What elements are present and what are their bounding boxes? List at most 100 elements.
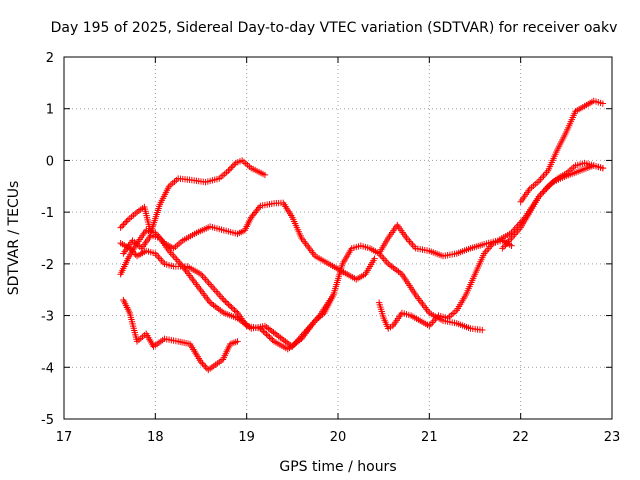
data-point: [211, 286, 218, 293]
data-point: [222, 298, 229, 305]
data-point: [206, 281, 214, 288]
data-point: [487, 243, 494, 250]
data-point: [226, 302, 234, 310]
data-point: [380, 255, 387, 262]
data-point: [202, 363, 209, 370]
data-point: [253, 207, 260, 215]
x-tick-label: 19: [238, 430, 255, 445]
y-tick-label: -4: [41, 361, 54, 376]
data-point: [266, 333, 273, 341]
data-point: [255, 204, 263, 211]
data-point: [130, 249, 138, 257]
data-point: [229, 305, 237, 312]
data-point: [512, 229, 520, 237]
data-point: [254, 205, 261, 213]
data-point: [117, 224, 124, 231]
data-point: [200, 362, 208, 369]
data-point: [508, 242, 515, 249]
data-point: [156, 255, 164, 262]
data-point: [226, 166, 234, 173]
x-tick-label: 17: [56, 430, 73, 445]
data-point: [208, 283, 215, 290]
data-point: [261, 171, 269, 179]
data-point: [231, 161, 238, 168]
data-point: [404, 236, 412, 243]
axis-ticks: 17 18 19 20 21 22 23 -5 -4 -3 -2 -1 0 1 2: [41, 51, 620, 445]
data-point: [514, 227, 521, 235]
data-point: [483, 246, 491, 254]
data-point: [199, 272, 206, 280]
data-point: [202, 276, 209, 283]
series-track-f: [375, 237, 515, 332]
data-point: [120, 221, 127, 228]
data-point: [511, 231, 518, 238]
data-point: [258, 326, 266, 334]
data-point: [409, 241, 416, 249]
data-point: [264, 332, 272, 339]
data-point: [197, 358, 205, 366]
data-point: [599, 100, 607, 107]
data-point: [209, 284, 217, 292]
data-point: [171, 254, 179, 262]
data-point: [170, 252, 177, 260]
data-points: [117, 97, 607, 374]
plot-frame: [63, 56, 613, 420]
series-track-a: [117, 157, 269, 237]
y-tick-label: 1: [46, 103, 54, 118]
data-point: [203, 277, 211, 285]
data-point: [427, 320, 435, 328]
y-tick-label: 2: [46, 51, 54, 66]
data-point: [213, 288, 220, 295]
series-track-h: [517, 97, 607, 205]
data-point: [176, 259, 183, 267]
data-point: [267, 335, 275, 342]
data-point: [232, 308, 240, 315]
series-track-g: [375, 162, 607, 260]
data-point: [231, 306, 238, 314]
data-point: [229, 162, 236, 170]
data-point: [225, 301, 232, 308]
data-point: [249, 212, 256, 219]
data-point: [118, 222, 126, 230]
data-point: [371, 255, 378, 262]
data-point: [260, 328, 267, 335]
x-axis-label: GPS time / hours: [279, 459, 396, 475]
data-point: [217, 293, 224, 300]
y-tick-label: -3: [41, 310, 54, 325]
data-point: [205, 279, 212, 287]
data-point: [158, 257, 165, 264]
data-point: [123, 218, 130, 225]
data-point: [155, 253, 162, 261]
data-point: [406, 238, 413, 245]
x-tick-label: 22: [512, 430, 529, 445]
y-tick-label: -5: [41, 413, 54, 428]
x-tick-label: 21: [421, 430, 438, 445]
data-point: [261, 329, 269, 337]
data-point: [173, 256, 180, 263]
data-point: [540, 172, 547, 180]
data-point: [228, 304, 235, 311]
chart-title: Day 195 of 2025, Sidereal Day-to-day VTE…: [51, 20, 618, 36]
y-tick-label: 0: [46, 154, 54, 169]
data-point: [121, 219, 129, 227]
data-point: [219, 295, 226, 302]
x-tick-label: 18: [147, 430, 164, 445]
y-tick-label: -2: [41, 258, 54, 273]
x-tick-label: 23: [604, 430, 621, 445]
data-point: [228, 164, 235, 171]
data-point: [537, 176, 544, 183]
data-point: [250, 210, 258, 218]
data-point: [381, 257, 389, 264]
data-point: [214, 289, 221, 297]
grid-lines: [64, 57, 612, 419]
data-point: [129, 248, 136, 255]
series-track-e: [120, 232, 486, 350]
data-point: [234, 338, 241, 345]
data-point: [225, 167, 232, 174]
data-point: [178, 261, 185, 268]
data-point: [200, 274, 208, 281]
data-point: [132, 251, 139, 258]
data-point: [248, 214, 255, 221]
